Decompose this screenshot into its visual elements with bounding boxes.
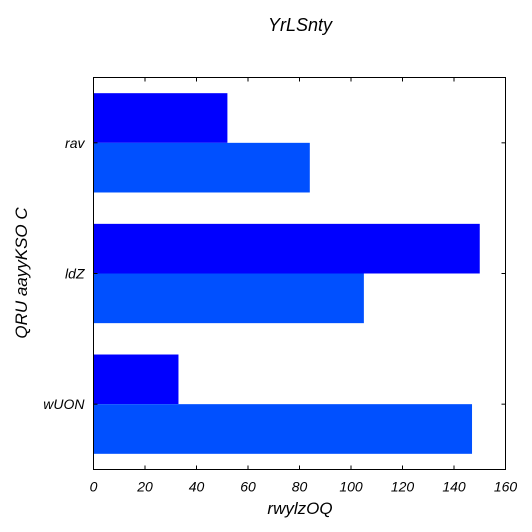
ticks-layer: rav ldZ wUON 0 20 40 60 80 100 120 140 160: [43, 77, 518, 495]
y-tick-label: wUON: [43, 396, 85, 412]
bar-wUON-series-2: [93, 404, 473, 454]
x-tick-label: 20: [136, 479, 153, 495]
bar-ldZ-series-1: [93, 223, 480, 274]
x-tick-label: 60: [240, 479, 256, 495]
x-tick-label: 140: [442, 479, 466, 495]
x-tick-label: 100: [339, 479, 363, 495]
bar-ldZ-series-2: [93, 273, 364, 324]
x-tick-label: 120: [391, 479, 415, 495]
y-tick-label: ldZ: [65, 266, 85, 282]
bars-layer: [93, 93, 480, 454]
x-tick-label: 80: [292, 479, 308, 495]
y-axis-label: QRU aayyKSO C: [12, 207, 31, 339]
y-tick-label: rav: [65, 135, 85, 151]
chart-title: YrLSnty: [268, 15, 333, 35]
x-tick-label: 40: [189, 479, 205, 495]
bar-rav-series-2: [93, 142, 310, 193]
x-tick-label: 160: [494, 479, 518, 495]
x-tick-label: 0: [90, 479, 98, 495]
bar-wUON-series-1: [93, 354, 179, 405]
bar-rav-series-1: [93, 93, 228, 143]
x-axis-label: rwylzOQ: [267, 499, 332, 518]
